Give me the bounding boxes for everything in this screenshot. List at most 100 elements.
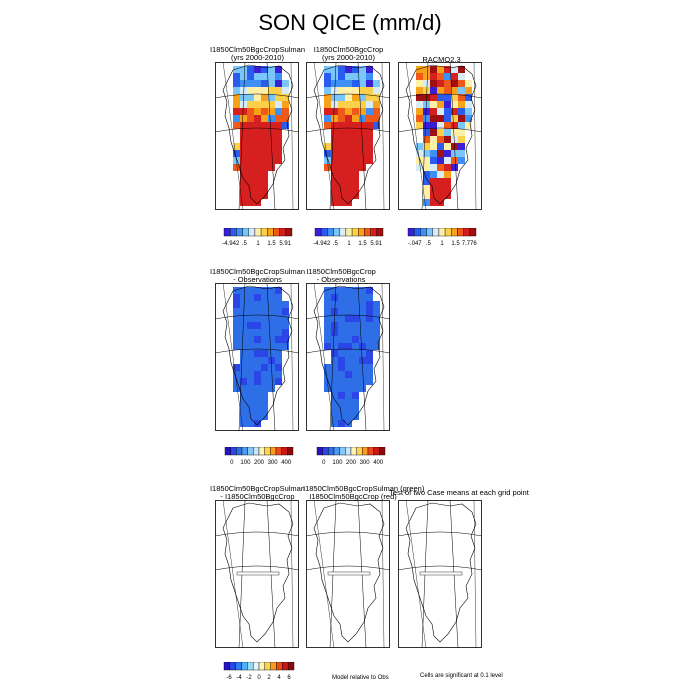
latitude-line — [215, 565, 299, 571]
note-model-relative: Model relative to Obs — [332, 675, 389, 681]
grid-cell — [268, 385, 275, 392]
grid-cell — [430, 87, 437, 94]
grid-cell — [437, 150, 444, 157]
grid-cell — [240, 343, 247, 350]
grid-cell — [275, 108, 282, 115]
grid-cell — [233, 108, 240, 115]
grid-cell — [233, 315, 240, 322]
grid-cell — [366, 350, 373, 357]
grid-cell — [275, 378, 282, 385]
grid-cell — [345, 178, 352, 185]
longitude-line — [222, 283, 244, 431]
latitude-line — [306, 565, 390, 571]
grid-cell — [240, 336, 247, 343]
grid-cell — [268, 80, 275, 87]
colorbar-tick-label: 6 — [287, 675, 291, 681]
colorbar-swatch — [407, 227, 415, 237]
grid-cell — [359, 115, 366, 122]
grid-cell — [444, 73, 451, 80]
grid-cell — [247, 164, 254, 171]
grid-cell — [233, 308, 240, 315]
colorbar-swatch — [327, 227, 334, 237]
grid-cell — [416, 164, 423, 171]
grid-cell — [338, 87, 345, 94]
grid-cell — [345, 115, 352, 122]
latitude-line — [398, 93, 482, 99]
grid-cell — [261, 371, 268, 378]
grid-cell — [345, 385, 352, 392]
grid-cell — [331, 301, 338, 308]
grid-cell — [331, 343, 338, 350]
grid-cell — [247, 150, 254, 157]
grid-cell — [338, 371, 345, 378]
grid-cell — [247, 178, 254, 185]
grid-cell — [444, 157, 451, 164]
grid-cell — [423, 185, 430, 192]
grid-cell — [345, 301, 352, 308]
grid-cell — [282, 94, 289, 101]
grid-cell — [331, 122, 338, 129]
colorbar-swatch — [229, 227, 237, 237]
colorbar-tick-label: 5.91 — [279, 241, 291, 247]
grid-cell — [352, 350, 359, 357]
grid-cell — [331, 157, 338, 164]
colorbar-tick-label: 1.5 — [358, 241, 367, 247]
grid-cell — [352, 185, 359, 192]
grid-cell — [345, 378, 352, 385]
latitude-line — [306, 531, 390, 537]
longitude-line — [313, 62, 335, 210]
grid-cell — [247, 399, 254, 406]
grid-cell — [254, 420, 261, 427]
grid-cell — [451, 87, 458, 94]
grid-cell — [458, 115, 465, 122]
grid-cell — [451, 122, 458, 129]
grid-cell — [338, 399, 345, 406]
grid-cell — [352, 287, 359, 294]
colorbar-tick-label: 100 — [332, 460, 343, 466]
grid-cell — [359, 122, 366, 129]
grid-cell — [345, 399, 352, 406]
grid-cell — [254, 343, 261, 350]
colorbar-swatch — [270, 661, 277, 671]
grid-cell — [345, 199, 352, 206]
grid-cell — [345, 406, 352, 413]
grid-cell — [352, 129, 359, 136]
grid-cell — [331, 80, 338, 87]
grid-cell — [338, 350, 345, 357]
grid-cell — [352, 294, 359, 301]
grid-cell — [240, 150, 247, 157]
grid-cell — [352, 136, 359, 143]
grid-cell — [254, 122, 261, 129]
grid-cell — [416, 66, 423, 73]
grid-cell — [345, 136, 352, 143]
grid-cell — [247, 101, 254, 108]
colorbar-swatch — [241, 661, 248, 671]
grid-cell — [366, 143, 373, 150]
grid-cell — [345, 287, 352, 294]
colorbar-3: -.047 .5 1 1.5 7.776 — [404, 227, 480, 255]
colorbar-tick-label: 5.91 — [370, 241, 382, 247]
grid-cell — [261, 157, 268, 164]
grid-cell — [268, 322, 275, 329]
grid-cell — [275, 73, 282, 80]
grid-cell — [254, 185, 261, 192]
grid-cell — [233, 371, 240, 378]
grid-cell — [359, 329, 366, 336]
grid-cell — [423, 80, 430, 87]
grid-cell — [338, 420, 345, 427]
grid-cell — [247, 350, 254, 357]
grid-cell — [430, 199, 437, 206]
grid-cell — [233, 322, 240, 329]
grid-cell — [240, 199, 247, 206]
grid-cell — [240, 143, 247, 150]
grid-cell — [261, 357, 268, 364]
map-frame — [398, 62, 482, 210]
grid-cell — [423, 129, 430, 136]
grid-cell — [366, 301, 373, 308]
colorbar-svg: -6 -4 -2 0 2 4 6 — [223, 661, 295, 681]
grid-cell — [268, 108, 275, 115]
grid-cell — [373, 329, 380, 336]
grid-cell — [282, 115, 289, 122]
grid-cell — [437, 101, 444, 108]
colorbar-5: 0 100 200 300 400 — [313, 446, 389, 474]
